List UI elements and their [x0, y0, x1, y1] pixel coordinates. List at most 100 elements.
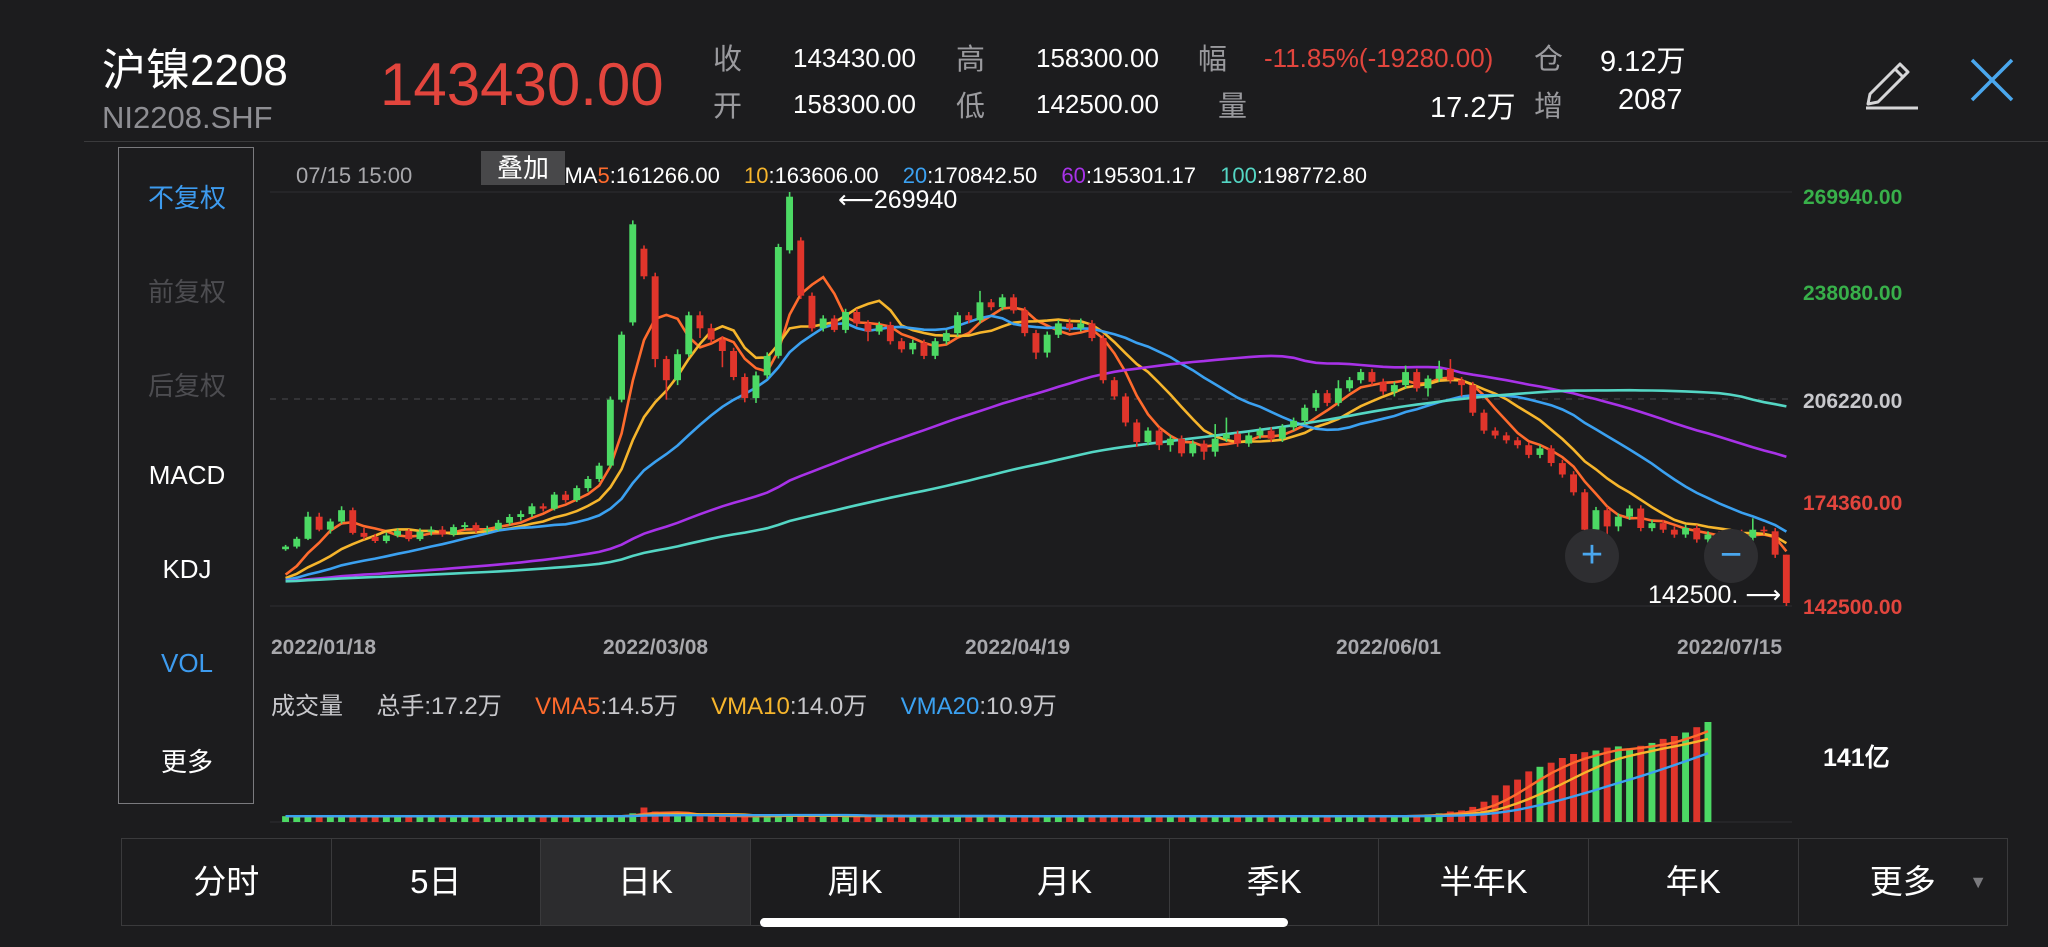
ma-line-ma20 [285, 314, 1788, 582]
candle-body [685, 315, 693, 355]
y-tick-label-2: 238080.00 [1803, 282, 1903, 305]
volume-bar [1670, 736, 1678, 822]
candle-body [909, 342, 917, 350]
zoom-out-button[interactable]: − [1704, 529, 1758, 583]
volume-bar [1189, 816, 1197, 822]
candle-body [1334, 388, 1342, 403]
stat-value-oi-change: 2087 [1618, 84, 1683, 116]
volume-bar [1626, 749, 1633, 822]
volume-legend: 成交量 总手:17.2万 VMA5:14.5万 VMA10:14.0万 VMA2… [271, 686, 1057, 721]
menu-kdj[interactable]: KDJ [162, 554, 212, 584]
volume-bar [707, 816, 715, 822]
close-button[interactable] [1962, 50, 2022, 110]
tab-more[interactable]: 更多 ▼ [1799, 839, 2008, 925]
ma60-key: 60 [1061, 163, 1086, 188]
candle-body [1749, 529, 1757, 538]
menu-macd[interactable]: MACD [148, 460, 226, 490]
candle-body [1222, 433, 1230, 439]
overlay-button[interactable]: 叠加 [481, 151, 565, 185]
edit-button[interactable] [1860, 50, 1920, 110]
candle-body [1245, 435, 1253, 444]
y-tick-label-3: 206220.00 [1803, 390, 1903, 413]
candle-body [349, 510, 357, 533]
candle-body [730, 351, 737, 377]
ma5-value: :161266.00 [609, 163, 720, 188]
volume-bar [662, 815, 670, 822]
volume-bar [1211, 816, 1219, 822]
stat-label-open-interest: 仓 [1534, 44, 1564, 76]
volume-bar [1659, 738, 1667, 822]
candle-body [1592, 510, 1600, 530]
candle-body [1570, 474, 1577, 493]
candle-body [1446, 368, 1454, 381]
tab-more-label: 更多 [1869, 863, 1936, 900]
candle-body [360, 532, 368, 537]
volume-bar [1301, 816, 1309, 822]
candle-body [550, 494, 558, 509]
tab-quarterly-k[interactable]: 季K [1170, 839, 1380, 925]
candle-body [1144, 430, 1152, 442]
candle-body [1021, 310, 1029, 334]
candle-body [1693, 528, 1701, 540]
volume-bar [1144, 816, 1152, 822]
candle-body [1480, 412, 1488, 431]
candle-body [640, 248, 648, 277]
candle-body [797, 240, 805, 296]
menu-forward-adjust[interactable]: 前复权 [147, 277, 226, 307]
stat-value-open-interest: 9.12万 [1600, 46, 1686, 78]
volume-bar [606, 816, 614, 822]
zoom-in-button[interactable]: + [1565, 529, 1619, 583]
volume-bar [1323, 816, 1331, 822]
volume-bar [1133, 816, 1141, 822]
candle-body [483, 529, 491, 531]
tab-daily-k[interactable]: 日K [541, 839, 751, 925]
candle-body [998, 297, 1006, 308]
candle-body [662, 359, 670, 381]
volume-bar [651, 811, 659, 822]
menu-vol[interactable]: VOL [160, 648, 214, 678]
candle-body [965, 315, 973, 321]
menu-backward-adjust[interactable]: 后复权 [147, 371, 226, 401]
candle-body [293, 538, 301, 547]
candle-body [1155, 430, 1163, 446]
candle-body [1211, 438, 1219, 452]
tab-yearly-k[interactable]: 年K [1589, 839, 1799, 925]
menu-no-adjust[interactable]: 不复权 [147, 183, 226, 213]
ma-line-ma60 [285, 354, 1787, 583]
candle-body [763, 355, 771, 376]
candle-body [1357, 372, 1365, 381]
candle-body [741, 377, 749, 399]
volume-bar [562, 816, 569, 822]
candle-body [573, 488, 581, 501]
volume-bar [394, 816, 401, 822]
dropdown-caret-icon: ▼ [1969, 872, 1988, 892]
candle-body [954, 315, 961, 334]
candle-body [696, 315, 704, 329]
stat-label-open: 开 [713, 91, 743, 123]
candle-body [338, 510, 345, 522]
stat-value-close: 143430.00 [793, 43, 916, 73]
candle-body [651, 276, 659, 360]
min-price-value: 142500. [1648, 581, 1739, 609]
volume-bar [752, 816, 760, 822]
candle-body [1614, 516, 1622, 527]
stat-value-low: 142500.00 [1036, 89, 1159, 119]
tab-monthly-k[interactable]: 月K [960, 839, 1170, 925]
stat-label-low: 低 [956, 91, 986, 123]
candle-body [1704, 534, 1712, 540]
candle-body [405, 531, 413, 540]
tab-intraday[interactable]: 分时 [122, 839, 332, 925]
tab-halfyear-k[interactable]: 半年K [1379, 839, 1589, 925]
last-price: 143430.00 [380, 51, 664, 118]
candle-body [1435, 368, 1443, 379]
volume-bar [797, 815, 805, 822]
tab-weekly-k[interactable]: 周K [751, 839, 961, 925]
menu-more[interactable]: 更多 [160, 747, 213, 777]
candle-body [629, 224, 637, 323]
candle-body [1178, 438, 1185, 454]
volume-bar [1704, 722, 1712, 822]
tab-5day[interactable]: 5日 [332, 839, 542, 925]
stat-label-volume: 量 [1218, 91, 1248, 123]
ma5-key: 5 [597, 163, 610, 188]
